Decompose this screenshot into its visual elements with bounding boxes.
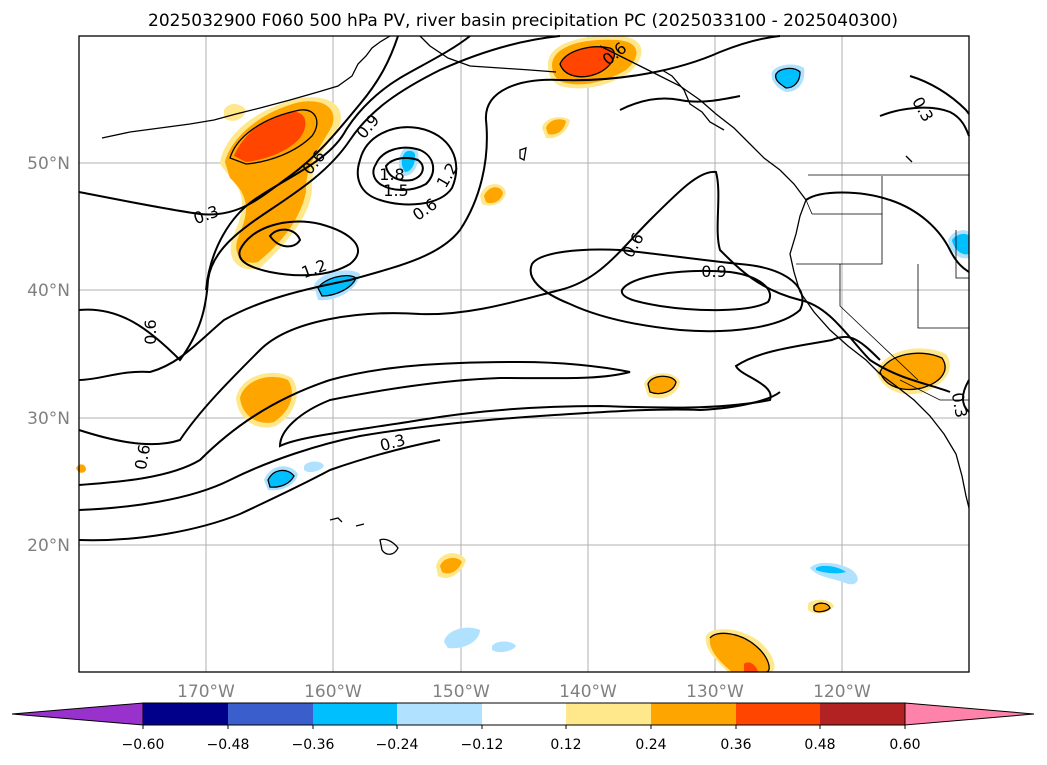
colorbar-tick-label: −0.60 bbox=[122, 737, 165, 753]
lon-label-140w: 140°W bbox=[559, 682, 617, 702]
map-frame bbox=[78, 35, 970, 673]
lat-label-30n: 30°N bbox=[27, 409, 70, 429]
colorbar-tick-label: −0.12 bbox=[461, 737, 504, 753]
contour-label: 0.6 bbox=[141, 319, 160, 344]
colorbar-bin bbox=[397, 703, 482, 725]
colorbar-bin bbox=[482, 703, 566, 725]
latitude-tick-labels: 50°N 40°N 30°N 20°N bbox=[27, 154, 70, 556]
coastlines bbox=[101, 35, 970, 555]
colorbar-tick-label: 0.48 bbox=[804, 737, 835, 753]
colorbar-extend-max bbox=[904, 702, 1035, 726]
lat-label-50n: 50°N bbox=[27, 154, 70, 174]
lat-label-20n: 20°N bbox=[27, 536, 70, 556]
colorbar-bin bbox=[736, 703, 820, 725]
contour-label: 1.5 bbox=[383, 181, 408, 200]
precipitation-outlines bbox=[229, 46, 946, 673]
contour-label: 0.3 bbox=[948, 391, 971, 419]
colorbar-bin bbox=[143, 703, 228, 725]
colorbar-bin bbox=[651, 703, 736, 725]
colorbar-tick-label: 0.12 bbox=[550, 737, 581, 753]
colorbar-tick-labels: −0.60 −0.48 −0.36 −0.24 −0.12 0.12 0.24 … bbox=[122, 737, 921, 753]
pv-contours bbox=[78, 35, 970, 542]
contour-label: 0.9 bbox=[701, 262, 726, 281]
contour-label: 1.8 bbox=[379, 165, 404, 184]
colorbar-bin bbox=[228, 703, 313, 725]
contour-label: 0.6 bbox=[131, 443, 154, 471]
lat-label-40n: 40°N bbox=[27, 281, 70, 301]
lon-label-160w: 160°W bbox=[304, 682, 362, 702]
colorbar: −0.60 −0.48 −0.36 −0.24 −0.12 0.12 0.24 … bbox=[11, 702, 1035, 753]
lon-label-130w: 130°W bbox=[686, 682, 744, 702]
colorbar-tick-label: 0.60 bbox=[889, 737, 920, 753]
colorbar-ticks bbox=[142, 725, 906, 729]
lon-label-150w: 150°W bbox=[432, 682, 490, 702]
colorbar-tick-label: −0.24 bbox=[376, 737, 419, 753]
lon-label-120w: 120°W bbox=[813, 682, 871, 702]
colorbar-tick-label: −0.36 bbox=[292, 737, 335, 753]
colorbar-tick-label: −0.48 bbox=[207, 737, 250, 753]
figure-title: 2025032900 F060 500 hPa PV, river basin … bbox=[148, 11, 898, 31]
lon-label-170w: 170°W bbox=[177, 682, 235, 702]
state-borders bbox=[796, 174, 969, 401]
colorbar-bin bbox=[313, 703, 397, 725]
colorbar-tick-label: 0.24 bbox=[635, 737, 666, 753]
colorbar-bin bbox=[820, 703, 905, 725]
colorbar-bin bbox=[566, 703, 651, 725]
colorbar-tick-label: 0.36 bbox=[720, 737, 751, 753]
map-panel: 0.3 0.6 0.9 1.2 1.5 1.8 0.6 1.2 0.6 0.9 … bbox=[76, 35, 971, 673]
longitude-tick-labels: 170°W 160°W 150°W 140°W 130°W 120°W bbox=[177, 682, 871, 702]
colorbar-extend-min bbox=[11, 702, 144, 726]
graticule bbox=[79, 36, 969, 672]
